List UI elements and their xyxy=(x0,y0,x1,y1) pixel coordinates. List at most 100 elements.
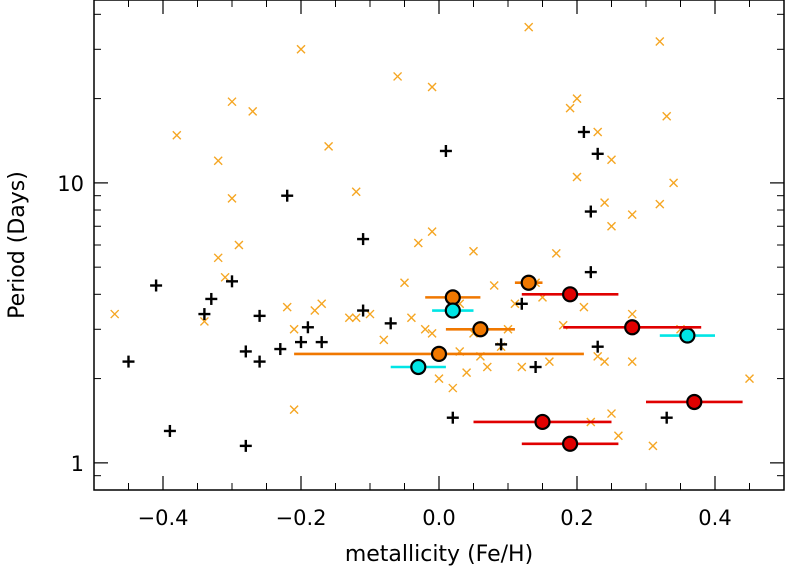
orange-x-stroke xyxy=(282,302,292,312)
orange-x-point xyxy=(607,409,616,419)
orange-x-point xyxy=(462,368,472,378)
orange-x-stroke xyxy=(662,111,672,121)
planet-host-point xyxy=(659,327,715,344)
planet-host-point xyxy=(473,413,612,431)
orange-x-point xyxy=(110,309,120,319)
black-plus-point xyxy=(584,266,597,279)
orange-x-stroke xyxy=(310,306,320,316)
orange-x-point xyxy=(344,313,354,323)
black-plus-point xyxy=(660,411,673,424)
orange-x-point xyxy=(565,103,575,113)
orange-x-point xyxy=(745,374,754,384)
black-plus-point xyxy=(357,304,370,317)
orange-x-point xyxy=(199,316,209,326)
orange-x-point xyxy=(379,335,389,345)
orange-x-stroke xyxy=(565,103,575,113)
planet-host-point xyxy=(294,345,584,363)
orange-x-stroke xyxy=(172,130,182,140)
orange-x-point xyxy=(572,172,582,182)
orange-x-point xyxy=(400,278,409,288)
black-plus-point xyxy=(515,297,528,310)
orange-x-stroke xyxy=(469,246,478,256)
data-marks xyxy=(110,22,754,452)
black-plus-point xyxy=(384,317,397,330)
black-plus-point xyxy=(295,336,307,349)
series-group xyxy=(122,125,673,452)
orange-x-stroke xyxy=(227,193,237,203)
black-plus-point xyxy=(253,309,266,322)
orange-x-point xyxy=(655,199,665,209)
black-plus-point xyxy=(205,292,218,305)
orange-x-stroke xyxy=(289,405,299,415)
orange-x-stroke xyxy=(572,172,582,182)
y-axis-title: Period (Days) xyxy=(5,171,30,319)
orange-x-point xyxy=(593,127,603,137)
orange-x-stroke xyxy=(427,82,437,92)
orange-x-stroke xyxy=(227,97,237,107)
planet-host-circle xyxy=(679,327,696,344)
orange-x-point xyxy=(627,309,637,319)
orange-x-stroke xyxy=(593,351,603,361)
x-tick-label: 0.2 xyxy=(560,506,593,530)
orange-x-stroke xyxy=(510,299,520,309)
orange-x-stroke xyxy=(324,141,334,151)
y-tick-label: 10 xyxy=(57,172,84,196)
planet-host-circle xyxy=(430,345,448,363)
axis-ticks xyxy=(93,0,785,491)
orange-x-point xyxy=(172,130,182,140)
orange-x-point xyxy=(427,82,437,92)
orange-x-stroke xyxy=(517,362,527,372)
x-tick-label: 0.4 xyxy=(698,506,731,530)
black-plus-point xyxy=(357,233,370,246)
orange-x-point xyxy=(524,22,534,32)
planet-host-circle xyxy=(444,289,461,306)
planet-host-point xyxy=(521,286,619,303)
orange-x-stroke xyxy=(655,36,665,46)
orange-x-point xyxy=(593,351,603,361)
orange-x-stroke xyxy=(524,22,534,32)
black-plus-point xyxy=(584,205,597,218)
orange-x-point xyxy=(469,246,478,256)
orange-x-stroke xyxy=(607,221,616,231)
orange-x-stroke xyxy=(296,44,306,54)
orange-x-stroke xyxy=(627,309,637,319)
orange-x-stroke xyxy=(213,253,223,263)
orange-x-stroke xyxy=(434,374,444,384)
orange-x-point xyxy=(627,357,637,367)
orange-x-stroke xyxy=(365,309,375,319)
orange-x-point xyxy=(510,299,520,309)
orange-x-point xyxy=(662,111,672,121)
orange-x-point xyxy=(248,106,258,116)
orange-x-point xyxy=(317,299,327,309)
black-plus-point xyxy=(122,355,135,368)
orange-x-stroke xyxy=(248,106,258,116)
orange-x-point xyxy=(227,97,237,107)
planet-host-point xyxy=(432,302,474,319)
orange-x-point xyxy=(482,362,492,372)
orange-x-stroke xyxy=(627,357,637,367)
planet-host-point xyxy=(445,321,515,338)
orange-x-point xyxy=(324,141,334,151)
black-plus-point xyxy=(274,343,287,356)
orange-x-stroke xyxy=(406,313,416,323)
orange-x-point xyxy=(420,324,430,334)
tick-labels: −0.4 −0.2 0.0 0.2 0.4 1 10 xyxy=(57,172,731,530)
orange-x-stroke xyxy=(234,240,244,250)
planet-host-point xyxy=(563,319,702,336)
orange-x-point xyxy=(579,302,589,312)
black-plus-point xyxy=(226,275,238,288)
x-tick-label: −0.4 xyxy=(138,506,189,530)
orange-x-point xyxy=(227,193,237,203)
planet-host-circle xyxy=(410,358,427,376)
orange-x-stroke xyxy=(199,316,209,326)
errorbar-series-group xyxy=(473,286,743,452)
x-axis-title: metallicity (Fe/H) xyxy=(345,542,533,567)
orange-x-point xyxy=(310,306,320,316)
planet-host-circle xyxy=(520,274,537,291)
orange-x-point xyxy=(627,210,637,220)
black-plus-point xyxy=(198,308,211,321)
orange-x-stroke xyxy=(427,328,437,338)
black-plus-point xyxy=(239,439,252,452)
orange-x-stroke xyxy=(413,238,423,248)
orange-x-point xyxy=(351,313,361,323)
